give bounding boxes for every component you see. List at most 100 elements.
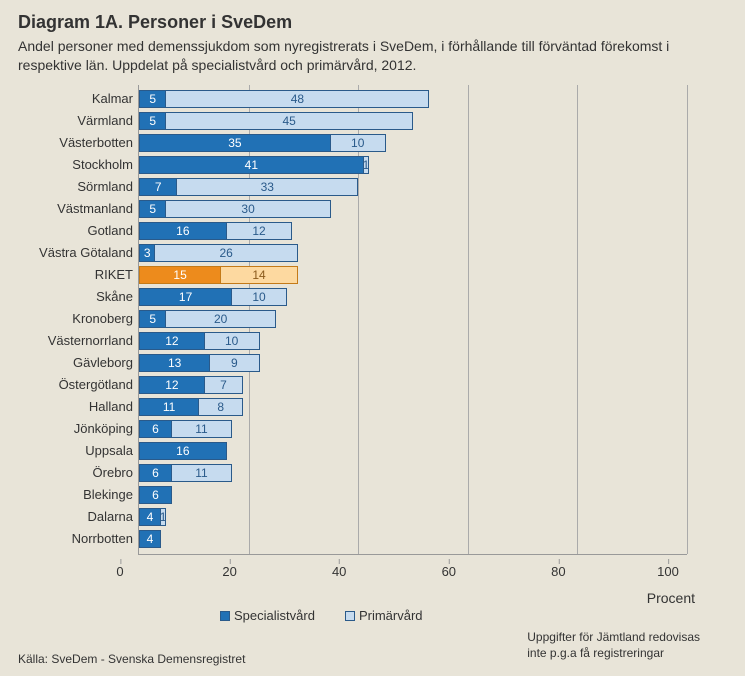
footnote-line2: inte p.g.a få registreringar	[527, 646, 664, 660]
chart-plot-area: Kalmar548 Värmland545 Västerbotten3510 Stoc…	[138, 85, 687, 555]
bar-segment-specialist: 7	[139, 178, 177, 196]
legend-item-primary: Primärvård	[345, 608, 423, 623]
bar-category-label: Stockholm	[19, 157, 139, 172]
x-tick-label: 0	[116, 564, 123, 579]
bar-row: Uppsala16	[139, 442, 227, 460]
x-tick-mark	[120, 559, 121, 564]
bar-row: Örebro611	[139, 464, 232, 482]
bar-row: Västernorrland1210	[139, 332, 260, 350]
bar-row: Stockholm411	[139, 156, 369, 174]
x-tick-label: 60	[442, 564, 456, 579]
bar-segment-specialist: 41	[139, 156, 364, 174]
bar-row: Västra Götaland326	[139, 244, 298, 262]
bar-segment-specialist: 16	[139, 222, 227, 240]
bar-category-label: Jönköping	[19, 421, 139, 436]
bar-row: Skåne1710	[139, 288, 287, 306]
bar-row: Kronoberg520	[139, 310, 276, 328]
bar-segment-specialist: 6	[139, 486, 172, 504]
bar-segment-specialist: 17	[139, 288, 232, 306]
bar-segment-specialist: 12	[139, 376, 205, 394]
bar-segment-primary: 8	[199, 398, 243, 416]
bar-category-label: Värmland	[19, 113, 139, 128]
bar-category-label: Sörmland	[19, 179, 139, 194]
x-tick-label: 40	[332, 564, 346, 579]
bar-row: Dalarna41	[139, 508, 166, 526]
bar-segment-primary: 12	[227, 222, 293, 240]
bar-category-label: RIKET	[19, 267, 139, 282]
legend-swatch-primary	[345, 611, 355, 621]
bar-row: Halland118	[139, 398, 243, 416]
bar-segment-specialist: 5	[139, 200, 166, 218]
bar-category-label: Västernorrland	[19, 333, 139, 348]
bar-row: Västmanland530	[139, 200, 331, 218]
bar-category-label: Västmanland	[19, 201, 139, 216]
x-tick-label: 20	[222, 564, 236, 579]
bar-segment-specialist: 3	[139, 244, 155, 262]
x-tick-mark	[668, 559, 669, 564]
bar-category-label: Halland	[19, 399, 139, 414]
bar-segment-primary: 7	[205, 376, 243, 394]
bar-segment-primary: 30	[166, 200, 330, 218]
gridline	[577, 85, 578, 554]
bar-segment-primary: 45	[166, 112, 413, 130]
chart-title: Diagram 1A. Personer i SveDem	[18, 12, 727, 33]
x-tick-mark	[339, 559, 340, 564]
x-tick-mark	[449, 559, 450, 564]
bar-segment-primary: 20	[166, 310, 276, 328]
bar-segment-primary: 48	[166, 90, 429, 108]
bar-segment-primary: 10	[205, 332, 260, 350]
footnote-line1: Uppgifter för Jämtland redovisas	[527, 630, 700, 644]
bar-segment-specialist: 4	[139, 530, 161, 548]
bar-row: Gotland1612	[139, 222, 292, 240]
x-axis-label: Procent	[647, 590, 695, 606]
bar-segment-primary: 33	[177, 178, 358, 196]
bar-segment-specialist: 5	[139, 112, 166, 130]
bar-category-label: Östergötland	[19, 377, 139, 392]
x-tick-mark	[558, 559, 559, 564]
bar-row: Värmland545	[139, 112, 413, 130]
bar-segment-primary: 1	[161, 508, 166, 526]
bar-segment-primary: 11	[172, 420, 232, 438]
bar-category-label: Västerbotten	[19, 135, 139, 150]
bar-segment-specialist: 15	[139, 266, 221, 284]
legend-label-primary: Primärvård	[359, 608, 423, 623]
x-axis: 020406080100	[120, 562, 705, 582]
bar-segment-specialist: 4	[139, 508, 161, 526]
bar-category-label: Blekinge	[19, 487, 139, 502]
bar-segment-specialist: 11	[139, 398, 199, 416]
source-label: Källa: SveDem - Svenska Demensregistret	[18, 652, 245, 666]
bar-row: Jönköping611	[139, 420, 232, 438]
bar-segment-specialist: 35	[139, 134, 331, 152]
bar-segment-primary: 26	[155, 244, 297, 262]
bar-category-label: Västra Götaland	[19, 245, 139, 260]
bar-category-label: Skåne	[19, 289, 139, 304]
x-tick-label: 100	[657, 564, 679, 579]
legend-swatch-specialist	[220, 611, 230, 621]
chart-subtitle: Andel personer med demenssjukdom som nyr…	[18, 37, 727, 75]
bar-segment-specialist: 16	[139, 442, 227, 460]
bar-category-label: Uppsala	[19, 443, 139, 458]
bar-category-label: Kronoberg	[19, 311, 139, 326]
bar-row: RIKET1514	[139, 266, 298, 284]
footnote: Uppgifter för Jämtland redovisas inte p.…	[527, 630, 700, 661]
x-tick-label: 80	[551, 564, 565, 579]
bar-segment-primary: 9	[210, 354, 259, 372]
bar-segment-primary: 10	[331, 134, 386, 152]
bar-segment-primary: 11	[172, 464, 232, 482]
bar-category-label: Gävleborg	[19, 355, 139, 370]
gridline	[468, 85, 469, 554]
bar-segment-primary: 10	[232, 288, 287, 306]
bar-category-label: Norrbotten	[19, 531, 139, 546]
legend-label-specialist: Specialistvård	[234, 608, 315, 623]
bar-category-label: Dalarna	[19, 509, 139, 524]
bar-row: Västerbotten3510	[139, 134, 386, 152]
bar-row: Östergötland127	[139, 376, 243, 394]
bar-row: Kalmar548	[139, 90, 429, 108]
bar-segment-specialist: 5	[139, 90, 166, 108]
bar-category-label: Kalmar	[19, 91, 139, 106]
bar-segment-specialist: 13	[139, 354, 210, 372]
bar-segment-primary: 14	[221, 266, 298, 284]
bar-segment-specialist: 5	[139, 310, 166, 328]
legend-item-specialist: Specialistvård	[220, 608, 315, 623]
bar-row: Norrbotten4	[139, 530, 161, 548]
